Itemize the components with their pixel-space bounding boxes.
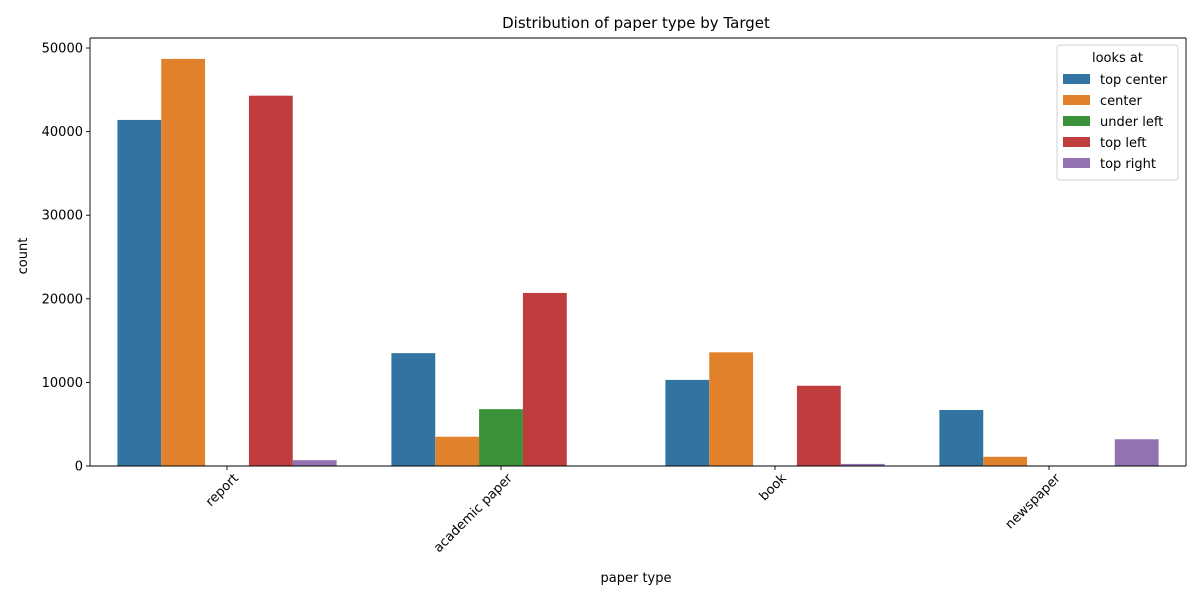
legend-swatch bbox=[1063, 137, 1090, 147]
plot-area: 0 10000 20000 30000 40000 50000 report academic… bbox=[42, 37, 1187, 556]
legend-entry-label: top center bbox=[1100, 73, 1168, 88]
bar bbox=[435, 436, 480, 466]
bar bbox=[983, 456, 1028, 466]
bar bbox=[248, 95, 293, 467]
bar bbox=[939, 409, 984, 466]
bar bbox=[1114, 439, 1159, 466]
bar bbox=[391, 353, 436, 466]
y-axis-label: count bbox=[16, 238, 31, 275]
legend-swatch bbox=[1063, 158, 1090, 168]
bar bbox=[840, 463, 885, 466]
bar bbox=[161, 58, 206, 467]
x-tick-label: book bbox=[757, 471, 790, 504]
legend-entry-label: top right bbox=[1100, 157, 1156, 172]
x-tick-label: newspaper bbox=[1003, 471, 1065, 533]
bar bbox=[796, 385, 841, 466]
legend-entry-label: center bbox=[1100, 94, 1142, 109]
y-tick-label: 50000 bbox=[42, 42, 83, 57]
bar bbox=[117, 119, 162, 467]
bar bbox=[665, 379, 710, 466]
y-tick-label: 40000 bbox=[42, 125, 83, 140]
legend-entry-label: under left bbox=[1100, 115, 1163, 130]
legend: looks at top center center under left top le… bbox=[1056, 44, 1179, 181]
x-axis-label: paper type bbox=[601, 571, 672, 586]
legend-entry-label: top left bbox=[1100, 136, 1147, 151]
y-tick-label: 10000 bbox=[42, 376, 83, 391]
y-tick-label: 30000 bbox=[42, 209, 83, 224]
legend-title: looks at bbox=[1092, 51, 1143, 66]
bar bbox=[479, 409, 523, 466]
legend-swatch bbox=[1063, 116, 1090, 126]
y-tick-label: 0 bbox=[75, 460, 83, 475]
x-tick-label: report bbox=[203, 471, 242, 510]
x-tick-label: academic paper bbox=[431, 471, 516, 556]
y-tick-label: 20000 bbox=[42, 292, 83, 307]
legend-swatch bbox=[1063, 74, 1090, 84]
chart-title: Distribution of paper type by Target bbox=[502, 14, 770, 32]
legend-swatch bbox=[1063, 95, 1090, 105]
bar bbox=[292, 460, 337, 466]
bar bbox=[709, 352, 754, 466]
bar bbox=[522, 292, 567, 466]
